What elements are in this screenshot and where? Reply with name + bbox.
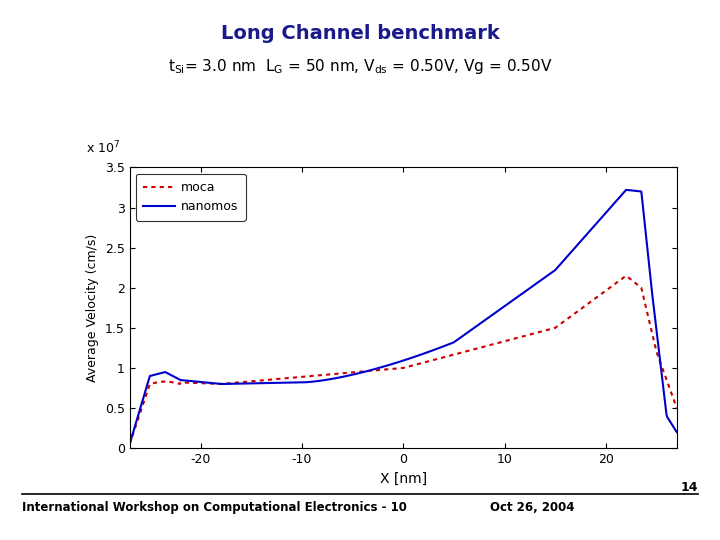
- nanomos: [622, 187, 631, 193]
- nanomos: [562, 254, 570, 261]
- Line: moca: moca: [130, 276, 677, 444]
- nanomos: [552, 266, 561, 272]
- nanomos: [501, 302, 510, 309]
- Text: Oct 26, 2004: Oct 26, 2004: [490, 501, 574, 514]
- Text: Long Channel benchmark: Long Channel benchmark: [220, 24, 500, 43]
- Text: 14: 14: [681, 481, 698, 494]
- moca: [501, 338, 510, 345]
- Y-axis label: Average Velocity (cm/s): Average Velocity (cm/s): [86, 234, 99, 382]
- moca: [672, 405, 681, 411]
- moca: [346, 369, 355, 376]
- nanomos: [181, 377, 190, 384]
- moca: [125, 441, 134, 448]
- moca: [366, 368, 375, 374]
- Text: x 10$^7$: x 10$^7$: [86, 139, 120, 156]
- Text: t$_{\rm Si}$= 3.0 nm  L$_{\rm G}$ = 50 nm, V$_{\rm ds}$ = 0.50V, Vg = 0.50V: t$_{\rm Si}$= 3.0 nm L$_{\rm G}$ = 50 nm…: [168, 57, 552, 76]
- moca: [562, 316, 570, 323]
- Text: International Workshop on Computational Electronics - 10: International Workshop on Computational …: [22, 501, 407, 514]
- nanomos: [346, 372, 355, 379]
- moca: [181, 380, 190, 386]
- nanomos: [672, 429, 681, 435]
- nanomos: [125, 441, 134, 448]
- X-axis label: X [nm]: X [nm]: [379, 471, 427, 485]
- moca: [552, 324, 561, 330]
- Legend: moca, nanomos: moca, nanomos: [136, 174, 246, 221]
- Line: nanomos: nanomos: [130, 190, 677, 444]
- nanomos: [366, 367, 375, 374]
- moca: [621, 273, 630, 279]
